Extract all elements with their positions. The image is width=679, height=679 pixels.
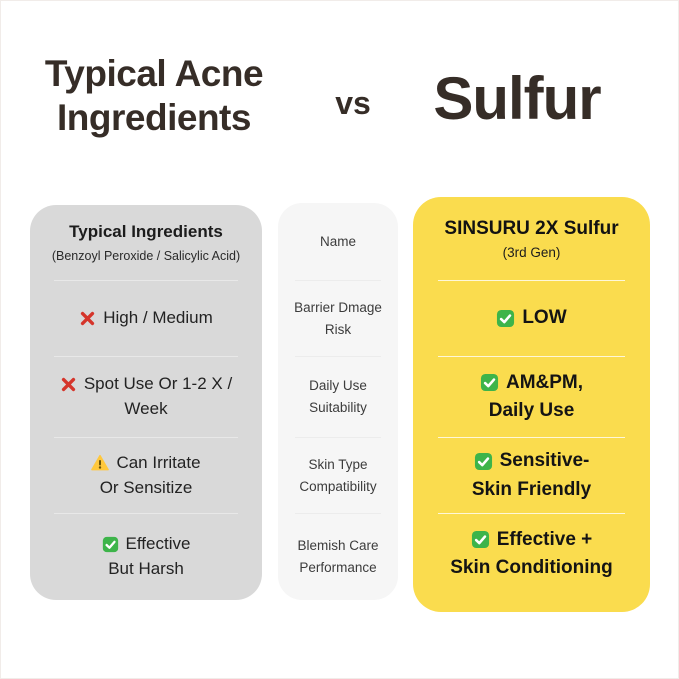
row-text-line2: But Harsh [108, 559, 184, 578]
table-row: Sensitive- Skin Friendly [413, 438, 650, 513]
row-text-line2: Or Sensitize [99, 477, 193, 497]
typical-ingredients-title: Typical Ingredients [69, 222, 223, 241]
row-text: LOW [522, 307, 567, 329]
divider [295, 437, 381, 438]
table-row: Can Irritate Or Sensitize [30, 438, 262, 513]
table-row: Blemish Care Performance [278, 514, 398, 600]
table-row: Spot Use Or 1-2 X / Week [30, 357, 262, 437]
row-text: Sensitive- [499, 450, 590, 471]
table-row: Name [278, 203, 398, 280]
row-text: Effective [125, 534, 191, 554]
attribute-labels-panel: Name Barrier Dmage Risk Daily Use Suitab… [278, 203, 398, 600]
sulfur-panel-subtitle: (3rd Gen) [502, 244, 561, 260]
row-text-line2: Skin Conditioning [450, 557, 613, 578]
typical-ingredients-header: Typical Ingredients (Benzoyl Peroxide / … [30, 205, 262, 280]
table-row: Effective But Harsh [30, 514, 262, 600]
divider [438, 280, 625, 281]
divider [54, 356, 238, 357]
table-row: Skin Type Compatibility [278, 438, 398, 513]
divider [54, 513, 238, 514]
check-icon [496, 309, 515, 328]
cross-icon [79, 310, 96, 327]
divider [295, 513, 381, 514]
divider [438, 437, 625, 438]
title-vs: vs [335, 85, 371, 121]
divider [438, 356, 625, 357]
check-icon [474, 452, 493, 471]
row-text-line2: Week [124, 399, 168, 418]
attribute-label: Name [319, 233, 356, 249]
title-left-line1: Typical Acne [44, 53, 264, 94]
typical-ingredients-panel: Typical Ingredients (Benzoyl Peroxide / … [30, 205, 262, 600]
row-text: High / Medium [103, 308, 213, 328]
sulfur-panel-header: SINSURU 2X Sulfur (3rd Gen) [413, 197, 650, 280]
warning-icon [91, 454, 110, 472]
divider [295, 356, 381, 357]
title-right: Sulfur [433, 65, 601, 132]
row-text: AM&PM, [505, 371, 584, 393]
check-icon [471, 530, 490, 549]
attribute-label: Blemish Care Performance [297, 538, 379, 575]
table-row: AM&PM, Daily Use [413, 357, 650, 437]
table-row: LOW [413, 281, 650, 356]
title-left-line2: Ingredients [57, 96, 251, 138]
divider [54, 280, 238, 281]
attribute-label: Daily Use Suitability [309, 378, 367, 415]
typical-ingredients-subtitle: (Benzoyl Peroxide / Salicylic Acid) [51, 249, 241, 263]
cross-icon [60, 376, 77, 393]
check-icon [102, 536, 119, 553]
attribute-label: Barrier Dmage Risk [294, 299, 382, 337]
table-row: High / Medium [30, 281, 262, 356]
table-row: Daily Use Suitability [278, 357, 398, 437]
sulfur-panel-title: SINSURU 2X Sulfur [444, 217, 619, 239]
divider [438, 513, 625, 514]
divider [295, 280, 381, 281]
attribute-label: Skin Type Compatibility [299, 456, 377, 494]
title-left: Typical Acne Ingredients [28, 52, 280, 139]
divider [54, 437, 238, 438]
row-text: Can Irritate [116, 452, 201, 472]
row-text-line2: Skin Friendly [471, 478, 592, 500]
table-row: Effective + Skin Conditioning [413, 514, 650, 594]
table-row: Barrier Dmage Risk [278, 281, 398, 356]
row-text: Effective + [496, 528, 593, 550]
check-icon [480, 373, 499, 392]
sulfur-product-panel: SINSURU 2X Sulfur (3rd Gen) LOW AM&PM, D… [413, 197, 650, 612]
row-text: Spot Use Or 1-2 X / [83, 374, 233, 394]
row-text-line2: Daily Use [488, 400, 575, 421]
